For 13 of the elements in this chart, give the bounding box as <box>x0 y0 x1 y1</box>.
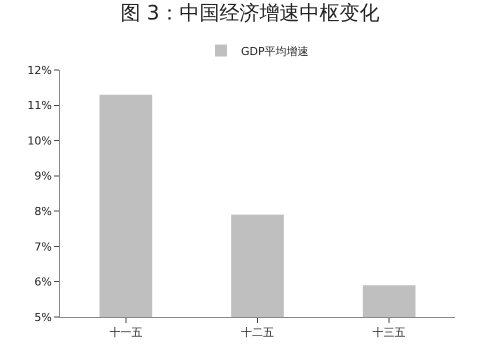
y-tick-label: 9% <box>34 170 52 183</box>
y-tick-label: 8% <box>34 204 52 218</box>
legend-label: GDP平均增速 <box>241 44 309 58</box>
y-tick-label: 5% <box>34 310 52 324</box>
y-tick-label: 12% <box>27 64 52 77</box>
x-tick-label: 十二五 <box>241 326 274 340</box>
x-tick-label: 十一五 <box>109 326 142 340</box>
chart-title: 图 3：中国经济增速中枢变化 <box>120 0 380 24</box>
y-tick-label: 11% <box>27 99 52 112</box>
y-tick-label: 6% <box>34 276 52 289</box>
y-tick-label: 10% <box>27 134 52 148</box>
y-tick-label: 7% <box>34 240 52 254</box>
x-tick-label: 十三五 <box>372 326 406 340</box>
